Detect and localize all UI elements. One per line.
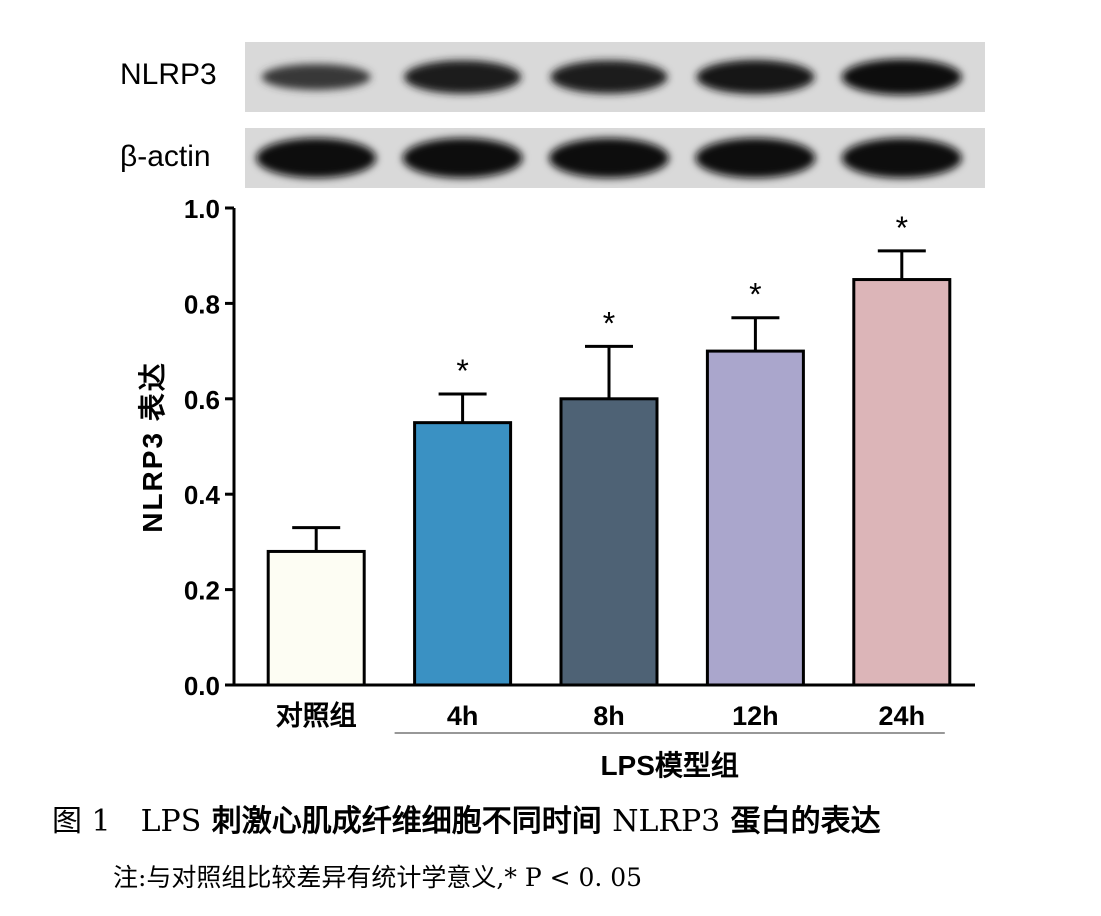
caption-text-2: 蛋白的表达 [720,804,881,839]
blot-band [402,138,523,178]
y-tick-label: 0.0 [184,671,220,701]
significance-marker: * [603,305,615,341]
blot-band [256,138,377,178]
y-tick-label: 1.0 [184,194,220,224]
bar [559,397,659,687]
bar [266,549,366,687]
western-blot [245,42,985,188]
x-tick-label: 对照组 [276,700,357,731]
significance-marker: * [896,210,908,246]
blot-label-nlrp3: NLRP3 [120,58,217,91]
figure-note: 注:与对照组比较差异有统计学意义,* P < 0. 05 [113,863,643,892]
significance-marker: * [456,353,468,389]
y-tick-label: 0.6 [184,385,220,415]
figure-number: 图 1 [52,804,111,839]
bar [413,421,513,687]
chart-axes: 0.0 0.2 0.4 0.6 0.8 1.0 NLRP3 表达 [137,194,975,701]
western-blot-and-bar-chart: 0.0 0.2 0.4 0.6 0.8 1.0 NLRP3 表达 对照组 * 4h * 8h * 12h… [137,42,985,781]
caption-prefix: LPS [140,804,202,839]
blot-band [696,59,815,95]
y-tick-label: 0.8 [184,289,220,319]
y-axis-label: NLRP3 表达 [137,361,168,533]
y-tick-label: 0.2 [184,576,220,606]
y-tick-label: 0.4 [184,480,221,510]
blot-band [841,59,962,95]
blot-band [550,60,668,94]
blot-band [549,138,669,178]
x-tick-label: 4h [447,701,479,731]
blot-band [841,138,962,178]
figure-caption: 图 1 LPS 刺激心肌成纤维细胞不同时间 NLRP3 蛋白的表达 [52,796,881,840]
blot-band [404,60,522,94]
chart-bars: 对照组 * 4h * 8h * 12h * 24h LPS模型组 [266,210,952,781]
caption-text-1: 刺激心肌成纤维细胞不同时间 [201,804,613,839]
significance-marker: * [749,277,761,313]
x-tick-label: 8h [593,701,625,731]
x-tick-label: 24h [879,701,926,731]
blot-band [261,63,371,91]
bar [852,278,952,687]
x-tick-label: 12h [732,701,779,731]
caption-protein: NLRP3 [612,804,721,839]
blot-label-actin: β-actin [120,140,211,173]
bar [705,349,805,687]
blot-band [695,138,816,178]
group-label: LPS模型组 [600,750,738,781]
